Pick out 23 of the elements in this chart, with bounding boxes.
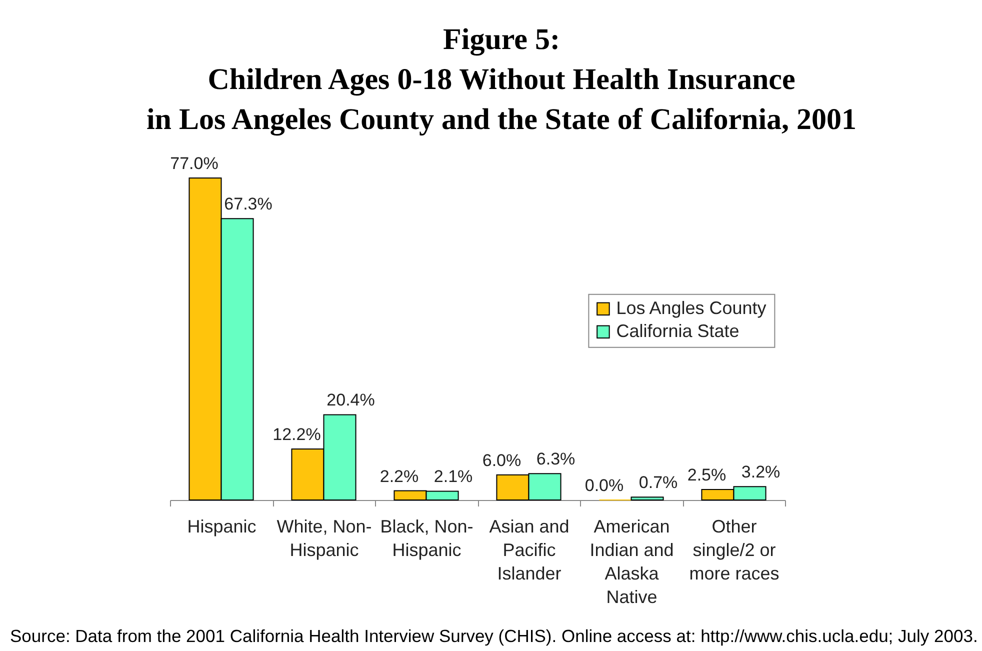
- data-label: 77.0%: [170, 154, 218, 173]
- data-label: 2.5%: [687, 466, 726, 485]
- x-tick-label: White, Non-Hispanic: [276, 516, 372, 560]
- data-label: 0.7%: [638, 473, 678, 492]
- data-label: 6.3%: [536, 450, 576, 469]
- legend-label: California State: [616, 320, 740, 341]
- data-label: 12.2%: [272, 424, 321, 444]
- x-tick-label: Other single/2 or more races: [689, 516, 780, 584]
- data-label: 6.0%: [482, 450, 522, 470]
- x-tick-label: Hispanic: [187, 516, 256, 536]
- data-label: 2.2%: [380, 466, 419, 486]
- data-label: 20.4%: [326, 390, 375, 410]
- source-note: Source: Data from the 2001 California Health Interview Survey (CHIS). Online access at: http://www.chis.ucla.edu; July 2003.: [10, 626, 978, 646]
- legend-label: Los Angles County: [616, 298, 766, 318]
- data-label: 3.2%: [741, 462, 780, 482]
- data-label: 0.0%: [584, 476, 624, 495]
- x-tick-label: Asian and Pacific Islander: [489, 516, 570, 584]
- data-label: 2.1%: [434, 467, 473, 486]
- x-tick-label: Black, Non-Hispanic: [380, 516, 474, 560]
- x-tick-label: American Indian and Alaska Native: [590, 516, 674, 607]
- chart-title: Figure 5: Children Ages 0-18 Without Health Insurance in Los Angeles County and the State of California, 2001: [146, 23, 857, 136]
- data-label: 67.3%: [224, 194, 272, 214]
- bar: [630, 496, 664, 500]
